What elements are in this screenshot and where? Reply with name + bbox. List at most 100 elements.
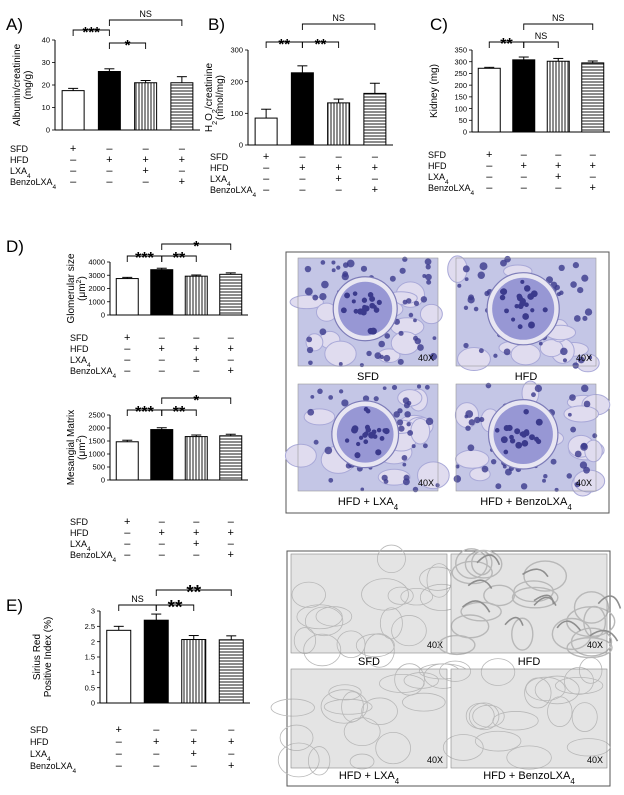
treatment-mark: +: [521, 160, 527, 172]
tubule-outline: [525, 676, 566, 702]
treatment-mark: –: [193, 332, 200, 344]
tubule-outline: [547, 696, 573, 727]
nucleus: [378, 340, 386, 348]
y-tick-label: 2000: [88, 424, 105, 433]
tubule-outline: [361, 578, 409, 611]
nucleus: [307, 408, 315, 416]
bar: [290, 72, 314, 146]
micrograph-border: [290, 668, 448, 769]
glomerular-nucleus: [373, 307, 380, 313]
tubule-lumen: [419, 303, 443, 325]
y-tick-label: 1.5: [85, 653, 95, 662]
y-tick-label: 0: [101, 476, 105, 485]
treatment-mark: –: [159, 332, 166, 344]
treatment-mark: –: [263, 184, 270, 196]
treatment-mark: –: [124, 527, 131, 539]
nucleus: [310, 394, 315, 399]
treatment-mark: +: [228, 549, 234, 561]
nucleus: [465, 425, 471, 431]
y-tick-label: 250: [454, 69, 467, 78]
nucleus: [426, 279, 432, 285]
significance-label: ***: [135, 404, 154, 421]
nucleus: [572, 362, 579, 369]
nucleus: [582, 315, 588, 322]
nucleus: [566, 473, 573, 479]
bar: [134, 82, 158, 131]
treatment-mark: +: [228, 736, 234, 748]
y-tick-label: 300: [230, 46, 243, 55]
treatment-label: BenzoLXA4: [428, 183, 475, 197]
tubule-outline: [578, 657, 603, 684]
tubule-outline: [492, 711, 539, 731]
treatment-mark: +: [335, 162, 341, 174]
bar: [106, 629, 132, 704]
treatment-mark: –: [70, 165, 77, 177]
y-tick-label: 2.5: [85, 622, 95, 631]
significance-label: *: [125, 37, 131, 54]
nucleus: [573, 315, 581, 322]
nucleus: [381, 474, 388, 481]
nucleus: [572, 262, 580, 269]
magnification-label: 40X: [427, 640, 443, 650]
glomerular-nucleus: [522, 313, 530, 320]
treatment-label: LXA4: [30, 749, 51, 763]
glomerular-nucleus: [375, 449, 382, 456]
nucleus: [422, 443, 428, 449]
treatment-mark: –: [153, 760, 160, 772]
nucleus: [359, 363, 364, 368]
bar: [184, 275, 208, 316]
pas-caption: HFD: [515, 371, 538, 383]
y-axis-label: (μm2): [74, 435, 89, 460]
glomerular-nucleus: [361, 297, 368, 303]
nucleus: [383, 354, 391, 362]
nucleus: [338, 389, 344, 394]
tubule-outline: [471, 550, 493, 576]
significance-bracket: [523, 41, 559, 48]
treatment-mark: –: [555, 182, 562, 194]
nucleus: [592, 433, 598, 439]
sirius-micrograph-3: 40X: [270, 663, 468, 778]
treatment-mark: +: [142, 154, 148, 166]
fibrosis-strand: [462, 600, 491, 613]
y-tick-label: 0: [91, 699, 95, 708]
treatment-mark: –: [143, 143, 150, 155]
treatment-label: BenzoLXA4: [30, 761, 77, 775]
nucleus: [402, 478, 410, 486]
y-tick-label: 0.5: [85, 683, 95, 692]
y-tick-label: 150: [454, 93, 467, 102]
tubule-outline: [439, 660, 472, 682]
nucleus: [404, 411, 411, 418]
nucleus: [479, 262, 488, 271]
nucleus: [558, 264, 565, 272]
treatment-mark: –: [124, 365, 131, 377]
nucleus: [411, 444, 416, 449]
nucleus: [382, 386, 387, 391]
nucleus: [317, 388, 323, 395]
y-tick-label: 30: [42, 58, 50, 67]
treatment-mark: +: [228, 343, 234, 355]
nucleus: [331, 268, 336, 273]
nucleus: [559, 290, 564, 296]
treatment-mark: –: [372, 173, 379, 185]
treatment-mark: –: [124, 538, 131, 550]
nucleus: [493, 353, 498, 358]
significance-label: NS: [139, 9, 152, 19]
treatment-label: BenzoLXA4: [70, 550, 117, 564]
fibrosis-strand: [597, 595, 622, 609]
y-tick-label: 100: [454, 104, 467, 113]
tubule-outline: [480, 658, 516, 686]
tubule-outline: [551, 617, 592, 651]
tubule-outline: [379, 673, 425, 693]
nucleus: [429, 352, 438, 361]
nucleus: [312, 294, 319, 301]
bar: [327, 102, 351, 146]
glomerular-nucleus: [523, 285, 531, 292]
glomerular-nucleus: [542, 307, 548, 313]
magnification-label: 40X: [418, 353, 434, 363]
glomerular-nucleus: [514, 428, 521, 435]
y-tick-label: 100: [230, 109, 243, 118]
glomerular-nucleus: [376, 427, 382, 433]
glomerular-nucleus: [356, 441, 361, 447]
tubule-lumen: [455, 449, 490, 469]
glomerular-nucleus: [503, 425, 510, 432]
